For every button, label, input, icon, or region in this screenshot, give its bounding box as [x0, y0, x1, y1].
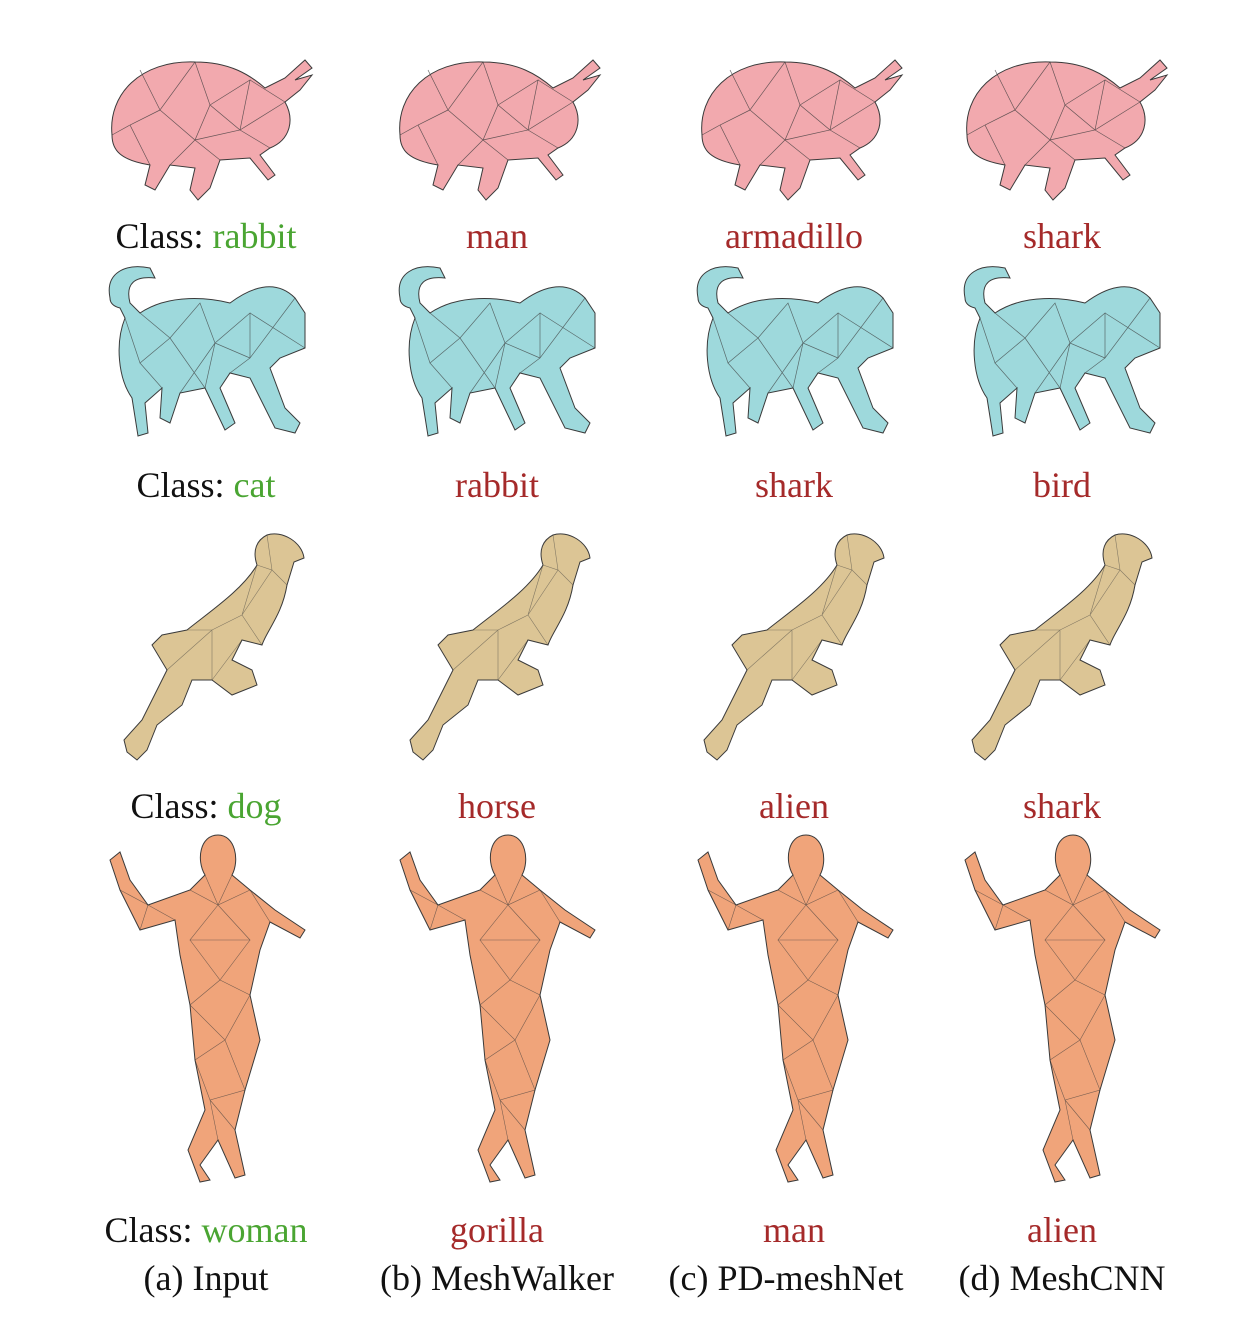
- row-3-input-label: Class: dog: [56, 786, 356, 826]
- row-1-input-label: Class: rabbit: [56, 216, 356, 256]
- dog-mesh-icon: [971, 533, 1153, 761]
- cat-mesh-meshcnn: [955, 258, 1165, 448]
- cat-mesh-input: [100, 258, 310, 448]
- cat-mesh-icon: [696, 266, 894, 437]
- row-2-pd-meshnet-prediction: shark: [755, 465, 833, 505]
- row-1-pd-meshnet-prediction: armadillo: [725, 216, 863, 256]
- row-1-meshwalker-prediction: man: [466, 216, 528, 256]
- dog-mesh-icon: [409, 533, 591, 761]
- rabbit-mesh-icon: [966, 59, 1169, 201]
- dog-mesh-icon: [123, 533, 305, 761]
- woman-mesh-meshcnn: [955, 830, 1170, 1185]
- row-2-meshwalker-prediction: rabbit: [455, 465, 539, 505]
- dog-mesh-meshcnn: [960, 520, 1160, 765]
- cat-mesh-icon: [108, 266, 306, 437]
- row-2-input-label: Class: cat: [56, 465, 356, 505]
- row-4-meshwalker-prediction: gorilla: [450, 1210, 544, 1250]
- dog-mesh-input: [112, 520, 312, 765]
- row-4-pd-meshnet-prediction: man: [763, 1210, 825, 1250]
- dog-mesh-meshwalker: [398, 520, 598, 765]
- woman-mesh-icon: [697, 834, 894, 1183]
- column-caption-pd-meshnet: (c) PD-meshNet: [668, 1258, 904, 1298]
- rabbit-mesh-icon: [701, 59, 904, 201]
- row-3-meshcnn-prediction: shark: [1023, 786, 1101, 826]
- woman-mesh-icon: [109, 834, 306, 1183]
- column-caption-input: (a) Input: [143, 1258, 269, 1298]
- class-prefix: Class:: [130, 786, 219, 826]
- rabbit-mesh-icon: [111, 59, 314, 201]
- cat-mesh-meshwalker: [390, 258, 600, 448]
- woman-mesh-input: [100, 830, 315, 1185]
- column-caption-meshwalker: (b) MeshWalker: [379, 1258, 615, 1298]
- ground-truth-class: woman: [201, 1210, 308, 1250]
- woman-mesh-meshwalker: [390, 830, 605, 1185]
- dog-mesh-pd-meshnet: [692, 520, 892, 765]
- row-2-meshcnn-prediction: bird: [1033, 465, 1091, 505]
- cat-mesh-pd-meshnet: [688, 258, 898, 448]
- cat-mesh-icon: [398, 266, 596, 437]
- row-4-input-label: Class: woman: [56, 1210, 356, 1250]
- rabbit-mesh-pd-meshnet: [690, 40, 905, 205]
- woman-mesh-icon: [399, 834, 596, 1183]
- row-3-meshwalker-prediction: horse: [458, 786, 536, 826]
- row-4-meshcnn-prediction: alien: [1027, 1210, 1097, 1250]
- ground-truth-class: cat: [233, 465, 276, 505]
- rabbit-mesh-meshwalker: [388, 40, 603, 205]
- dog-mesh-icon: [703, 533, 885, 761]
- woman-mesh-pd-meshnet: [688, 830, 903, 1185]
- column-caption-meshcnn: (d) MeshCNN: [958, 1258, 1166, 1298]
- class-prefix: Class:: [115, 216, 204, 256]
- rabbit-mesh-icon: [399, 59, 602, 201]
- woman-mesh-icon: [964, 834, 1161, 1183]
- class-prefix: Class:: [136, 465, 225, 505]
- ground-truth-class: rabbit: [212, 216, 297, 256]
- class-prefix: Class:: [104, 1210, 193, 1250]
- rabbit-mesh-meshcnn: [955, 40, 1170, 205]
- row-1-meshcnn-prediction: shark: [1023, 216, 1101, 256]
- cat-mesh-icon: [963, 266, 1161, 437]
- ground-truth-class: dog: [227, 786, 282, 826]
- row-3-pd-meshnet-prediction: alien: [759, 786, 829, 826]
- rabbit-mesh-input: [100, 40, 315, 205]
